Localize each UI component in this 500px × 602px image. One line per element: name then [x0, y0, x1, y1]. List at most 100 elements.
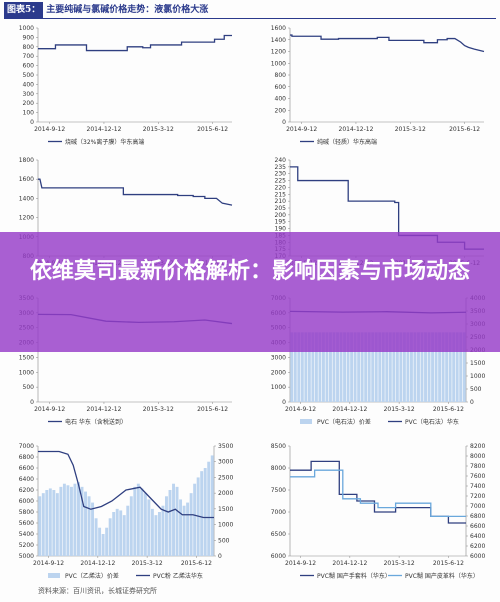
- bar: [115, 508, 119, 556]
- bar: [80, 486, 84, 556]
- y-tick-label: 1400: [19, 195, 34, 202]
- y2-tick-label: 0: [470, 399, 474, 406]
- y-tick-label: 600: [275, 84, 287, 91]
- bar: [122, 515, 126, 556]
- bar: [360, 332, 364, 402]
- bar: [307, 332, 311, 402]
- bar: [175, 486, 179, 556]
- bar: [55, 493, 59, 556]
- legend-label: 烧碱（32%离子膜）华东高端: [65, 138, 144, 146]
- bar: [48, 488, 52, 556]
- y-tick-label: 6200: [19, 487, 34, 494]
- y-tick-label: 1600: [19, 176, 34, 183]
- bar: [129, 496, 133, 556]
- y-tick-label: 205: [275, 205, 287, 212]
- y-tick-label: 220: [275, 184, 287, 191]
- bar: [207, 461, 211, 556]
- y-tick-label: 5800: [19, 509, 34, 516]
- y-tick-label: 5600: [19, 520, 34, 527]
- x-tick-label: 2014-12-12: [332, 560, 367, 567]
- bar: [378, 332, 382, 402]
- bar: [385, 332, 389, 402]
- bar: [140, 488, 144, 556]
- x-tick-label: 2014-9-12: [285, 406, 316, 413]
- bar: [367, 332, 371, 402]
- figure-title-text: 主要纯碱与氯碱价格走势：液氯价格大涨: [46, 5, 209, 15]
- bar: [402, 332, 406, 402]
- bar: [105, 527, 109, 556]
- bar: [94, 518, 98, 556]
- bar: [343, 332, 347, 402]
- bar: [73, 483, 77, 556]
- x-tick-label: 2015-6-12: [449, 126, 480, 133]
- bar: [406, 332, 410, 402]
- bar: [329, 332, 332, 402]
- bar: [38, 496, 42, 556]
- bar: [336, 332, 339, 402]
- bar: [346, 332, 350, 402]
- x-tick-label: 2014-12-12: [87, 126, 122, 133]
- y2-tick-label: 1500: [470, 360, 485, 367]
- bar: [189, 493, 193, 556]
- bar: [371, 332, 375, 402]
- x-tick-label: 2014-9-12: [34, 406, 65, 413]
- y2-tick-label: 7600: [470, 473, 485, 480]
- y-tick-label: 600: [23, 63, 35, 70]
- figure-title: 图表5： 主要纯碱与氯碱价格走势：液氯价格大涨: [4, 2, 496, 19]
- x-tick-label: 2014-9-12: [33, 560, 64, 567]
- y-tick-label: 7500: [271, 487, 286, 494]
- x-tick-label: 2015-6-12: [433, 406, 464, 413]
- y-tick-label: 190: [275, 226, 287, 233]
- bar: [157, 512, 161, 556]
- bar: [41, 493, 45, 556]
- bar: [179, 499, 183, 556]
- y-tick-label: 0: [30, 399, 34, 406]
- y-tick-label: 0: [282, 399, 286, 406]
- chart-panel-soda-ash: 0 200 400 600 800 1000 1200 1400 1600 2014-9-12 20…: [271, 25, 485, 146]
- bar: [77, 482, 80, 556]
- bar: [462, 332, 466, 402]
- bar: [434, 332, 438, 402]
- chart-panel-caustic-soda: 0 100 200 300 400 500 600 700 800 900 1000 2014-9-1…: [19, 25, 232, 146]
- bar: [186, 502, 190, 556]
- y2-tick-label: 3000: [218, 459, 233, 466]
- y-tick-label: 7000: [271, 509, 286, 516]
- bar: [150, 508, 154, 556]
- series-line: [38, 34, 232, 52]
- legend-label: PVC糊 国产皮革料（华东）: [405, 572, 479, 580]
- bar: [392, 332, 396, 402]
- y-tick-label: 195: [275, 219, 287, 226]
- bar: [98, 527, 102, 556]
- y-tick-label: 0: [282, 119, 286, 126]
- chart-panel-pvc-paste: 6000 6500 7000 7500 8000 8500 6000 6200 6400 6600…: [271, 443, 486, 580]
- y-tick-label: 800: [23, 44, 35, 51]
- y-tick-label: 8000: [271, 465, 286, 472]
- bar: [101, 534, 105, 556]
- bar: [126, 505, 130, 556]
- y-tick-label: 100: [23, 110, 35, 117]
- y-tick-label: 1800: [19, 157, 34, 164]
- legend-label: PVC（电石法）价差: [317, 418, 371, 426]
- y-tick-label: 1000: [271, 384, 286, 391]
- bar: [87, 496, 91, 556]
- bar: [133, 486, 137, 556]
- figure-number: 图表5：: [4, 2, 44, 18]
- legend-label: PVC糊 国产手套料（华东）: [317, 572, 391, 580]
- y2-tick-label: 1500: [218, 506, 233, 513]
- y-tick-label: 215: [275, 191, 287, 198]
- y-tick-label: 800: [275, 72, 287, 79]
- x-tick-label: 2015-3-12: [143, 126, 174, 133]
- y2-tick-label: 6800: [470, 513, 485, 520]
- bar: [290, 332, 294, 402]
- bar: [445, 332, 449, 402]
- y-tick-label: 1000: [19, 25, 34, 32]
- x-tick-label: 2014-12-12: [80, 560, 115, 567]
- y2-tick-label: 7000: [470, 503, 485, 510]
- bar: [325, 332, 329, 402]
- bar: [84, 491, 87, 556]
- bar: [321, 332, 325, 402]
- y2-tick-label: 1000: [470, 373, 485, 380]
- y-tick-label: 2000: [271, 369, 286, 376]
- bar: [395, 332, 399, 402]
